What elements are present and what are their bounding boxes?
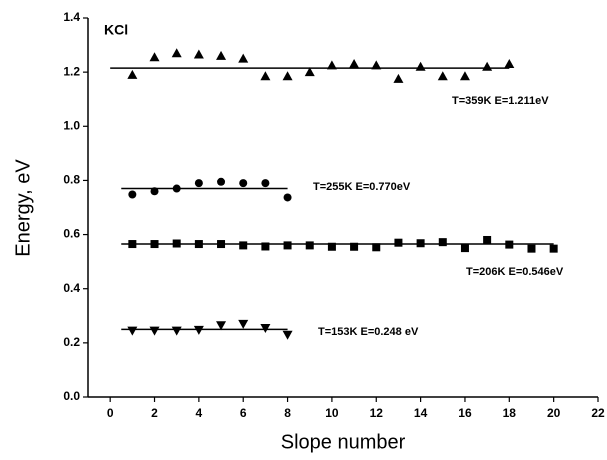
point: [350, 242, 359, 251]
point: [193, 325, 204, 335]
point: [326, 60, 337, 70]
point: [128, 190, 137, 199]
point: [505, 240, 514, 249]
y-tick-label: 0.2: [63, 335, 80, 349]
point: [260, 71, 271, 81]
point: [437, 71, 448, 81]
x-tick-label: 0: [107, 406, 114, 420]
x-tick-label: 8: [284, 406, 291, 420]
series-label: T=255K E=0.770eV: [313, 181, 411, 193]
point: [128, 240, 137, 249]
x-tick-label: 14: [414, 406, 428, 420]
point: [483, 235, 492, 244]
x-axis-label: Slope number: [281, 431, 406, 453]
point: [171, 48, 182, 58]
point: [549, 244, 558, 253]
x-tick-label: 12: [370, 406, 384, 420]
point: [261, 179, 270, 188]
point: [172, 184, 181, 193]
point: [283, 241, 292, 250]
point: [527, 244, 536, 253]
x-tick-label: 4: [196, 406, 203, 420]
point: [372, 243, 381, 252]
point: [371, 60, 382, 70]
point: [239, 179, 248, 188]
y-axis-label: Energy, eV: [12, 159, 34, 257]
annotation: KCl: [104, 22, 128, 38]
x-tick-label: 10: [325, 406, 339, 420]
series-label: T=359K E=1.211eV: [452, 95, 549, 107]
point: [393, 73, 404, 83]
point: [282, 330, 293, 340]
y-tick-label: 0.0: [63, 389, 80, 403]
point: [171, 326, 182, 336]
x-tick-label: 2: [151, 406, 158, 420]
point: [238, 53, 249, 63]
point: [459, 71, 470, 81]
point: [239, 241, 248, 250]
point: [127, 326, 138, 336]
point: [216, 50, 227, 60]
x-tick-label: 22: [591, 406, 605, 420]
point: [193, 49, 204, 59]
x-tick-label: 16: [458, 406, 472, 420]
point: [261, 242, 270, 251]
point: [394, 238, 403, 247]
y-tick-label: 0.8: [63, 173, 80, 187]
point: [194, 179, 203, 188]
point: [127, 69, 138, 79]
point: [216, 321, 227, 331]
point: [150, 187, 159, 196]
point: [283, 193, 292, 202]
point: [260, 323, 271, 333]
point: [305, 241, 314, 250]
point: [349, 59, 360, 69]
point: [150, 240, 159, 249]
series-label: T=153K E=0.248 eV: [318, 326, 419, 338]
point: [415, 61, 426, 71]
point: [304, 67, 315, 77]
point: [217, 177, 226, 186]
point: [438, 238, 447, 247]
y-tick-label: 0.6: [63, 227, 80, 241]
point: [282, 71, 293, 81]
point: [217, 240, 226, 249]
y-tick-label: 1.2: [63, 64, 80, 78]
point: [460, 244, 469, 253]
x-tick-label: 20: [547, 406, 561, 420]
series-label: T=206K E=0.546eV: [466, 266, 564, 278]
point: [149, 52, 160, 62]
x-tick-label: 18: [503, 406, 517, 420]
x-tick-label: 6: [240, 406, 247, 420]
y-tick-label: 0.4: [63, 281, 80, 295]
y-tick-label: 1.0: [63, 118, 80, 132]
point: [504, 59, 515, 69]
point: [149, 326, 160, 336]
point: [416, 239, 425, 248]
point: [327, 242, 336, 251]
point: [238, 319, 249, 329]
point: [172, 239, 181, 248]
point: [482, 61, 493, 71]
y-tick-label: 1.4: [63, 10, 80, 24]
point: [194, 240, 203, 249]
